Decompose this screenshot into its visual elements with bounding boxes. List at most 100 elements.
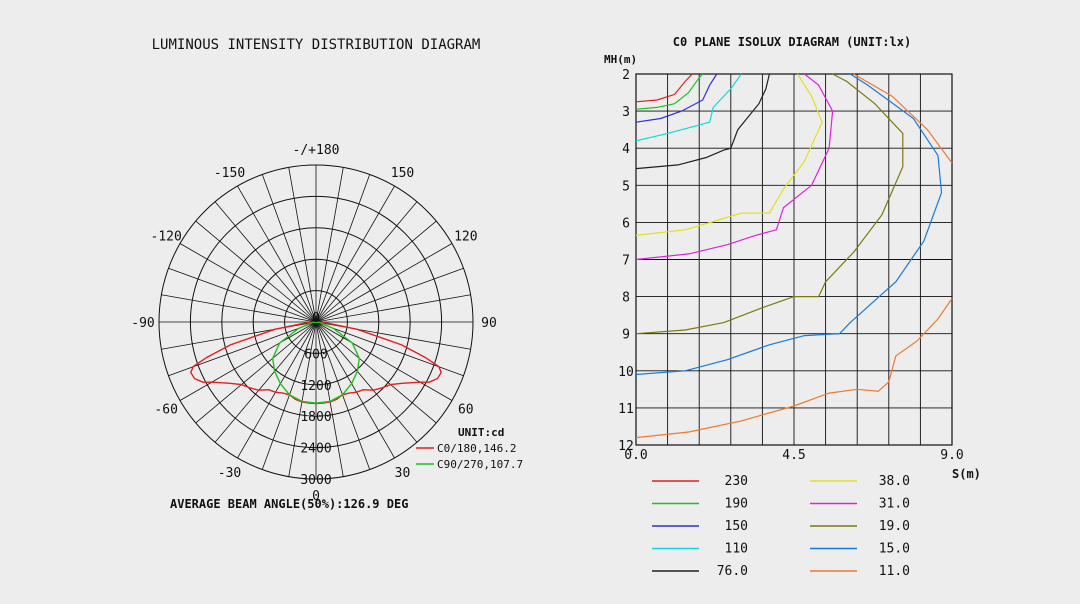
isolux-legend-label: 31.0: [879, 497, 910, 512]
isolux-y-tick: 3: [622, 105, 630, 120]
isolux-y-tick: 10: [618, 365, 634, 380]
polar-spoke: [288, 167, 317, 323]
isolux-y-tick: 11: [618, 402, 634, 417]
isolux-legend-label: 190: [725, 497, 748, 512]
angle-label: 60: [458, 403, 474, 418]
polar-grid: [158, 164, 474, 480]
polar-series-curve: [271, 321, 361, 404]
isolux-x-tick: 4.5: [782, 448, 805, 463]
isolux-legend-label: 15.0: [879, 542, 910, 557]
isolux-legend-label: 76.0: [717, 564, 748, 579]
polar-legend-label: C90/270,107.7: [437, 458, 523, 471]
radial-tick-label: 1800: [300, 410, 331, 425]
isolux-y-tick: 4: [622, 142, 630, 157]
polar-spoke: [161, 294, 317, 323]
angle-label: 120: [454, 230, 477, 245]
isolux-y-tick: 8: [622, 291, 630, 306]
polar-spoke: [315, 321, 418, 443]
polar-spoke: [237, 185, 317, 323]
isolux-legend: 230 190 150 110 76.0 38.0 31.0 19.0 15.0 11.0: [652, 474, 910, 579]
isolux-curve: [635, 298, 953, 439]
angle-label: -120: [151, 230, 182, 245]
isolux-title: C0 PLANE ISOLUX DIAGRAM (UNIT:lx): [673, 35, 911, 49]
polar-unit-label: UNIT:cd: [458, 426, 504, 439]
polar-spoke: [315, 267, 464, 323]
polar-spoke: [214, 321, 317, 443]
radial-tick-label: 2400: [300, 442, 331, 457]
polar-spoke: [288, 321, 317, 477]
polar-spoke: [179, 321, 317, 401]
angle-label: -90: [131, 316, 154, 331]
polar-spoke: [261, 174, 317, 323]
isolux-y-tick: 6: [622, 216, 630, 231]
polar-spoke: [315, 201, 418, 323]
angle-label: 150: [391, 166, 414, 181]
polar-spoke: [261, 321, 317, 470]
polar-spoke: [315, 220, 437, 323]
isolux-curve: [853, 73, 953, 164]
isolux-curve: [635, 73, 718, 123]
angle-label: 30: [395, 466, 411, 481]
angle-label: 90: [481, 316, 497, 331]
isolux-x-tick: 0.0: [624, 448, 647, 463]
polar-labels: 06001200180024003000-/+180150-150120-120…: [131, 143, 497, 504]
isolux-xlabel: S(m): [952, 467, 981, 481]
isolux-curve: [635, 73, 834, 261]
radial-tick-label: 600: [304, 347, 327, 362]
isolux-legend-label: 19.0: [879, 519, 910, 534]
polar-spoke: [315, 185, 395, 323]
isolux-curve: [635, 73, 823, 236]
polar-spoke: [315, 167, 344, 323]
polar-spoke: [168, 267, 317, 323]
isolux-ticks: 2 3 4 5 6 7 8 9 10 11 120.0 4.5 9.0: [618, 68, 964, 463]
polar-spoke: [315, 321, 371, 470]
polar-spoke: [315, 321, 453, 401]
isolux-y-tick: 2: [622, 68, 630, 83]
polar-spoke: [315, 321, 395, 459]
polar-spoke: [315, 321, 344, 477]
isolux-y-tick: 5: [622, 179, 630, 194]
polar-spoke: [179, 243, 317, 323]
angle-label: -60: [154, 403, 177, 418]
isolux-curve: [635, 73, 742, 142]
angle-label: -150: [214, 166, 245, 181]
angle-label: 0: [312, 489, 320, 504]
isolux-y-tick: 9: [622, 328, 630, 343]
radial-tick-label: 1200: [300, 379, 331, 394]
isolux-y-tick: 12: [618, 439, 634, 454]
polar-legend: C0/180,146.2 C90/270,107.7: [416, 442, 523, 471]
isolux-ylabel: MH(m): [604, 53, 637, 66]
isolux-curve: [635, 73, 943, 376]
polar-spoke: [237, 321, 317, 459]
isolux-grid: [635, 73, 953, 446]
isolux-y-tick: 7: [622, 254, 630, 269]
radial-tick-label: 0: [312, 311, 320, 326]
isolux-legend-label: 110: [725, 542, 748, 557]
polar-series: [190, 321, 442, 405]
isolux-curve: [635, 73, 693, 103]
polar-diagram: LUMINOUS INTENSITY DISTRIBUTION DIAGRAM …: [131, 37, 523, 511]
polar-spoke: [315, 243, 453, 323]
radial-tick-label: 3000: [300, 473, 331, 488]
isolux-legend-label: 38.0: [879, 474, 910, 489]
polar-spoke: [195, 220, 317, 323]
polar-spoke: [195, 321, 317, 424]
angle-label: -30: [218, 466, 241, 481]
polar-title: LUMINOUS INTENSITY DISTRIBUTION DIAGRAM: [152, 37, 481, 53]
polar-spoke: [315, 174, 371, 323]
isolux-legend-label: 230: [725, 474, 748, 489]
beam-angle-footer: AVERAGE BEAM ANGLE(50%):126.9 DEG: [170, 497, 408, 511]
polar-legend-label: C0/180,146.2: [437, 442, 516, 455]
isolux-x-tick: 9.0: [940, 448, 963, 463]
isolux-series: [635, 73, 953, 439]
polar-spoke: [315, 294, 471, 323]
isolux-diagram: C0 PLANE ISOLUX DIAGRAM (UNIT:lx) MH(m) …: [604, 35, 981, 579]
polar-spoke: [315, 321, 437, 424]
isolux-curve: [635, 73, 770, 170]
isolux-curve: [635, 73, 904, 335]
polar-spoke: [214, 201, 317, 323]
isolux-legend-label: 11.0: [879, 564, 910, 579]
isolux-legend-label: 150: [725, 519, 748, 534]
